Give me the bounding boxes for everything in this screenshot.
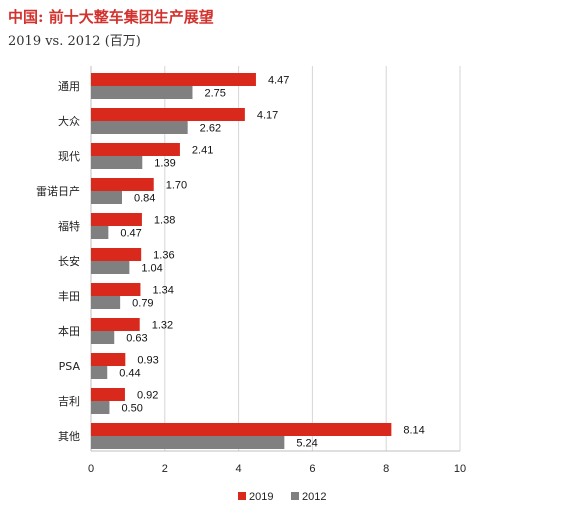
bars: [91, 73, 392, 449]
data-label-2019-3: 1.70: [166, 180, 187, 192]
data-label-2012-3: 0.84: [134, 193, 155, 205]
bar-2019-2: [91, 143, 180, 156]
x-tick-label: 2: [162, 463, 168, 475]
data-label-2019-7: 1.32: [152, 320, 173, 332]
bar-2012-7: [91, 331, 115, 344]
legend-swatch-2019: [238, 492, 246, 500]
category-label: PSA: [59, 360, 81, 373]
bar-2012-3: [91, 191, 122, 204]
category-label: 福特: [58, 219, 80, 233]
bar-2012-4: [91, 226, 109, 239]
data-label-2012-8: 0.44: [119, 368, 140, 380]
bar-2012-9: [91, 401, 110, 414]
data-label-2012-4: 0.47: [120, 228, 141, 240]
bar-2012-0: [91, 86, 193, 99]
bar-2019-4: [91, 213, 142, 226]
legend-swatch-2012: [291, 492, 299, 500]
x-tick-label: 0: [88, 463, 94, 475]
data-label-2019-6: 1.34: [152, 285, 173, 297]
bar-2019-1: [91, 108, 245, 121]
bar-2012-1: [91, 121, 188, 134]
data-label-2012-1: 2.62: [200, 123, 221, 135]
data-label-2012-0: 2.75: [204, 88, 225, 100]
x-tick-label: 10: [454, 463, 466, 475]
data-label-2012-10: 5.24: [296, 438, 317, 450]
bar-2019-3: [91, 178, 154, 191]
category-label: 雷诺日产: [36, 184, 80, 198]
category-label: 大众: [58, 114, 80, 128]
data-label-2019-5: 1.36: [153, 250, 174, 262]
data-label-2019-1: 4.17: [257, 110, 278, 122]
data-label-2019-9: 0.92: [137, 390, 158, 402]
data-label-2019-0: 4.47: [268, 75, 289, 87]
category-label: 吉利: [58, 395, 80, 408]
bar-2019-6: [91, 283, 141, 296]
bar-2019-0: [91, 73, 256, 86]
bar-2012-6: [91, 296, 121, 309]
bar-2019-10: [91, 423, 392, 436]
chart-title: 中国: 前十大整车集团生产展望: [8, 8, 214, 26]
category-label: 其他: [58, 430, 80, 443]
data-label-2019-4: 1.38: [154, 215, 175, 227]
bar-2012-5: [91, 261, 130, 274]
data-label-2019-8: 0.93: [137, 355, 158, 367]
chart-subtitle: 2019 vs. 2012 (百万): [8, 34, 141, 49]
data-label-2012-5: 1.04: [141, 263, 162, 275]
data-label-2019-10: 8.14: [403, 425, 424, 437]
bar-2012-2: [91, 156, 143, 169]
bar-2019-5: [91, 248, 142, 261]
category-label: 本田: [58, 324, 80, 338]
bar-2019-9: [91, 388, 125, 401]
category-label: 丰田: [58, 290, 80, 303]
bar-2012-10: [91, 436, 285, 449]
legend: 2019 2012: [238, 491, 326, 503]
data-labels: 4.47 2.75 4.17 2.62 2.41 1.39 1.70 0.84 1.38 0.47…: [119, 75, 425, 450]
data-label-2012-6: 0.79: [132, 298, 153, 310]
category-label: 现代: [58, 150, 80, 163]
bar-2012-8: [91, 366, 108, 379]
legend-label-2019: 2019: [249, 491, 273, 503]
category-label: 长安: [58, 254, 80, 268]
data-label-2019-2: 2.41: [192, 145, 213, 157]
data-label-2012-7: 0.63: [126, 333, 147, 345]
bar-2019-7: [91, 318, 140, 331]
data-label-2012-2: 1.39: [154, 158, 175, 170]
legend-label-2012: 2012: [302, 491, 326, 503]
x-tick-label: 6: [309, 463, 315, 475]
bar-2019-8: [91, 353, 126, 366]
data-label-2012-9: 0.50: [121, 403, 142, 415]
category-label: 通用: [58, 80, 80, 93]
x-tick-label: 4: [236, 463, 242, 475]
x-tick-label: 8: [383, 463, 389, 475]
